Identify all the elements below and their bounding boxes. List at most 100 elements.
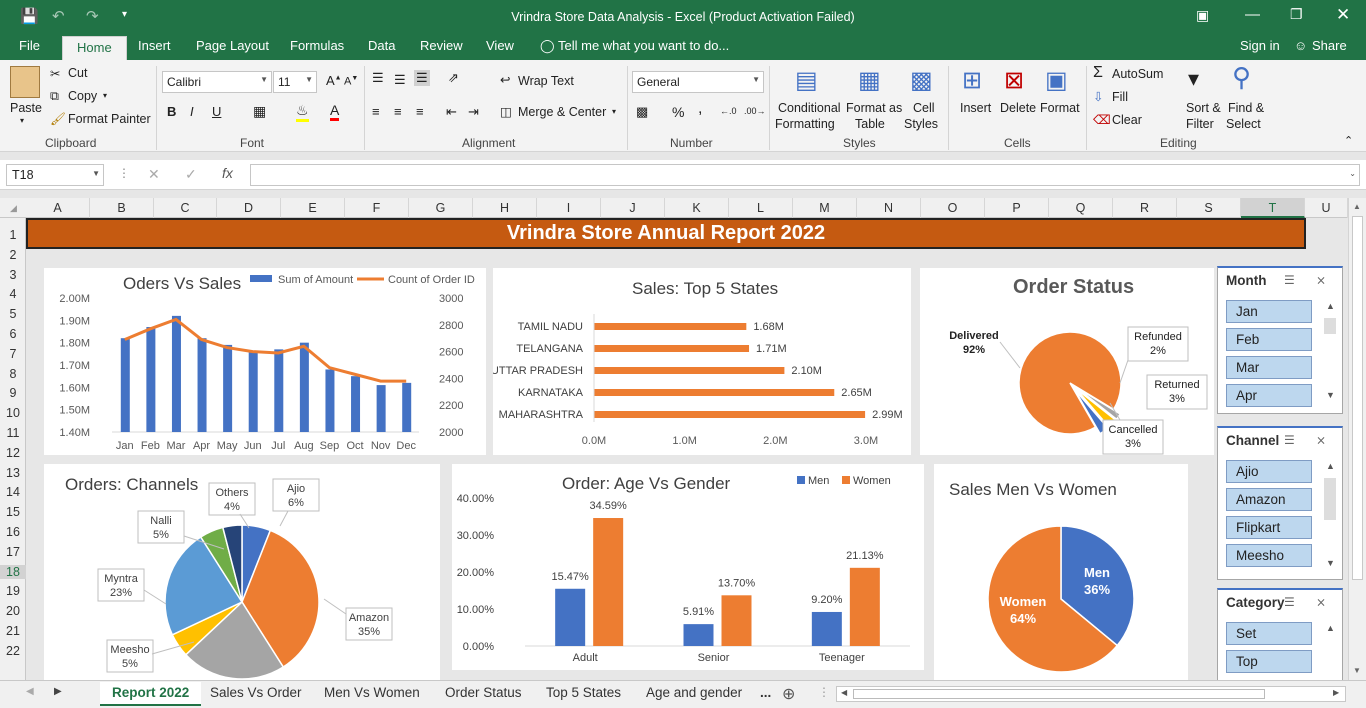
customize-qat-icon[interactable]: ▾ (122, 9, 128, 20)
scroll-left-icon[interactable]: ◀ (841, 688, 848, 697)
scroll-down-icon[interactable]: ▼ (1326, 390, 1335, 400)
clear-button[interactable]: Clear (1112, 113, 1142, 127)
slicer-scrollbar[interactable] (1324, 478, 1336, 520)
decrease-indent-icon[interactable]: ⇤ (446, 104, 457, 119)
slicer-item[interactable]: Apr (1226, 384, 1312, 407)
font-size-combo[interactable]: 11 ▼ (273, 71, 317, 93)
find-select-label-2[interactable]: Select (1226, 117, 1261, 131)
clear-filter-icon[interactable]: ⨯ (1316, 273, 1327, 287)
multi-select-icon[interactable]: ☰ (1284, 273, 1295, 287)
slicer-item[interactable]: Meesho (1226, 544, 1312, 567)
restore-button[interactable]: ❐ (1290, 6, 1303, 22)
format-cells-button[interactable]: Format (1040, 101, 1080, 115)
row-header-1[interactable]: 1 (9, 228, 17, 242)
column-header-e[interactable]: E (281, 198, 345, 218)
cancel-icon[interactable]: ✕ (148, 166, 160, 182)
align-right-icon[interactable]: ≡ (416, 104, 424, 119)
tab-data[interactable]: Data (368, 38, 396, 53)
slicer-item[interactable]: Top (1226, 650, 1312, 673)
cut-button[interactable]: Cut (68, 66, 88, 80)
slicer-channel[interactable]: Channel ☰ ⨯ Ajio Amazon Flipkart Meesho … (1217, 426, 1343, 580)
select-all-icon[interactable]: ◢ (10, 203, 17, 213)
formula-input[interactable]: ⌄ (250, 164, 1360, 186)
column-header-d[interactable]: D (217, 198, 281, 218)
increase-decimal-icon[interactable]: ←.0 (720, 106, 737, 116)
scroll-down-icon[interactable]: ▼ (1326, 558, 1335, 568)
shrink-font-button[interactable]: A▼ (344, 75, 359, 88)
row-header-5[interactable]: 5 (9, 307, 17, 322)
row-header-13[interactable]: 13 (6, 465, 20, 480)
copy-dropdown-icon[interactable]: ▾ (103, 91, 108, 100)
row-header-20[interactable]: 20 (6, 604, 20, 619)
scroll-up-icon[interactable]: ▲ (1326, 461, 1335, 471)
prev-sheet-icon[interactable]: ◀ (26, 686, 34, 697)
redo-icon[interactable]: ↷ (86, 8, 99, 25)
column-header-u[interactable]: U (1305, 198, 1348, 218)
font-name-combo[interactable]: Calibri ▼ (162, 71, 272, 93)
sort-filter-label-2[interactable]: Filter (1186, 117, 1214, 131)
align-bottom-icon[interactable]: ☰ (414, 70, 430, 86)
row-header-22[interactable]: 22 (6, 643, 20, 658)
tab-home[interactable]: Home (62, 36, 127, 60)
add-sheet-icon[interactable]: ⊕ (782, 686, 796, 703)
sort-filter-label[interactable]: Sort & (1186, 101, 1221, 115)
slicer-month[interactable]: Month ☰ ⨯ Jan Feb Mar Apr ▲ ▼ (1217, 266, 1343, 414)
find-select-label[interactable]: Find & (1228, 101, 1265, 115)
tab-formulas[interactable]: Formulas (290, 38, 345, 53)
row-header-7[interactable]: 7 (9, 346, 17, 361)
grow-font-button[interactable]: A▲ (326, 73, 342, 88)
horizontal-scrollbar[interactable]: ◀ ▶ (836, 686, 1346, 702)
worksheet-grid[interactable]: Vrindra Store Annual Report 2022 Oders V… (26, 218, 1348, 680)
next-sheet-icon[interactable]: ▶ (54, 686, 62, 697)
row-header-15[interactable]: 15 (6, 505, 20, 520)
undo-icon[interactable]: ↶ (52, 8, 65, 25)
merge-dropdown-icon[interactable]: ▾ (612, 107, 617, 116)
percent-button[interactable]: % (672, 104, 685, 120)
clear-filter-icon[interactable]: ⨯ (1316, 433, 1327, 447)
increase-indent-icon[interactable]: ⇥ (468, 104, 479, 119)
scroll-up-icon[interactable]: ▲ (1326, 301, 1335, 311)
orientation-icon[interactable]: ⇗ (448, 70, 459, 85)
row-header-19[interactable]: 19 (6, 584, 20, 599)
scrollbar-thumb[interactable] (1352, 216, 1363, 580)
sheet-tab-sales-vs-order[interactable]: Sales Vs Order (210, 685, 302, 700)
clear-filter-icon[interactable]: ⨯ (1316, 595, 1327, 609)
chart-orders-vs-sales[interactable]: Oders Vs Sales 2.00M 1.90M 1.80M 1.70M 1.60M… (44, 268, 486, 455)
column-header-f[interactable]: F (345, 198, 409, 218)
close-button[interactable]: ✕ (1336, 5, 1351, 24)
column-header-l[interactable]: L (729, 198, 793, 218)
tell-me-search[interactable]: Tell me what you want to do... (558, 38, 730, 53)
conditional-formatting-label[interactable]: Conditional (778, 101, 841, 115)
row-header-12[interactable]: 12 (6, 445, 20, 460)
column-header-j[interactable]: J (601, 198, 665, 218)
paste-dropdown-icon[interactable]: ▾ (20, 116, 25, 125)
paste-icon[interactable] (10, 66, 40, 98)
enter-icon[interactable]: ✓ (185, 166, 197, 182)
bold-button[interactable]: B (167, 104, 177, 119)
column-header-r[interactable]: R (1113, 198, 1177, 218)
row-header-3[interactable]: 3 (9, 267, 17, 282)
insert-cells-button[interactable]: Insert (960, 101, 992, 115)
column-header-k[interactable]: K (665, 198, 729, 218)
align-top-icon[interactable]: ☰ (372, 70, 384, 85)
slicer-category[interactable]: Category ☰ ⨯ Set Top ▲ (1217, 588, 1343, 680)
wrap-text-button[interactable]: Wrap Text (518, 74, 574, 88)
chart-age-vs-gender[interactable]: Order: Age Vs Gender 40.00% 30.00% 20.00% 1… (452, 464, 924, 670)
number-format-combo[interactable]: General ▼ (632, 71, 764, 93)
more-sheets-button[interactable]: ... (760, 685, 772, 700)
save-icon[interactable]: 💾 (20, 8, 39, 25)
paste-button[interactable]: Paste (10, 101, 42, 115)
format-painter-button[interactable]: Format Painter (68, 112, 151, 126)
row-header-21[interactable]: 21 (6, 624, 20, 638)
copy-button[interactable]: Copy (68, 89, 98, 103)
tab-review[interactable]: Review (420, 38, 463, 53)
column-header-n[interactable]: N (857, 198, 921, 218)
column-header-q[interactable]: Q (1049, 198, 1113, 218)
slicer-item[interactable]: Set (1226, 622, 1312, 645)
chart-sales-men-vs-women[interactable]: Sales Men Vs Women Men 36% Women 64% (934, 464, 1188, 680)
delete-cells-button[interactable]: Delete (1000, 101, 1037, 115)
column-header-a[interactable]: A (26, 198, 90, 218)
column-header-c[interactable]: C (154, 198, 217, 218)
row-header-17[interactable]: 17 (6, 544, 20, 559)
scroll-up-icon[interactable]: ▲ (1326, 623, 1335, 633)
